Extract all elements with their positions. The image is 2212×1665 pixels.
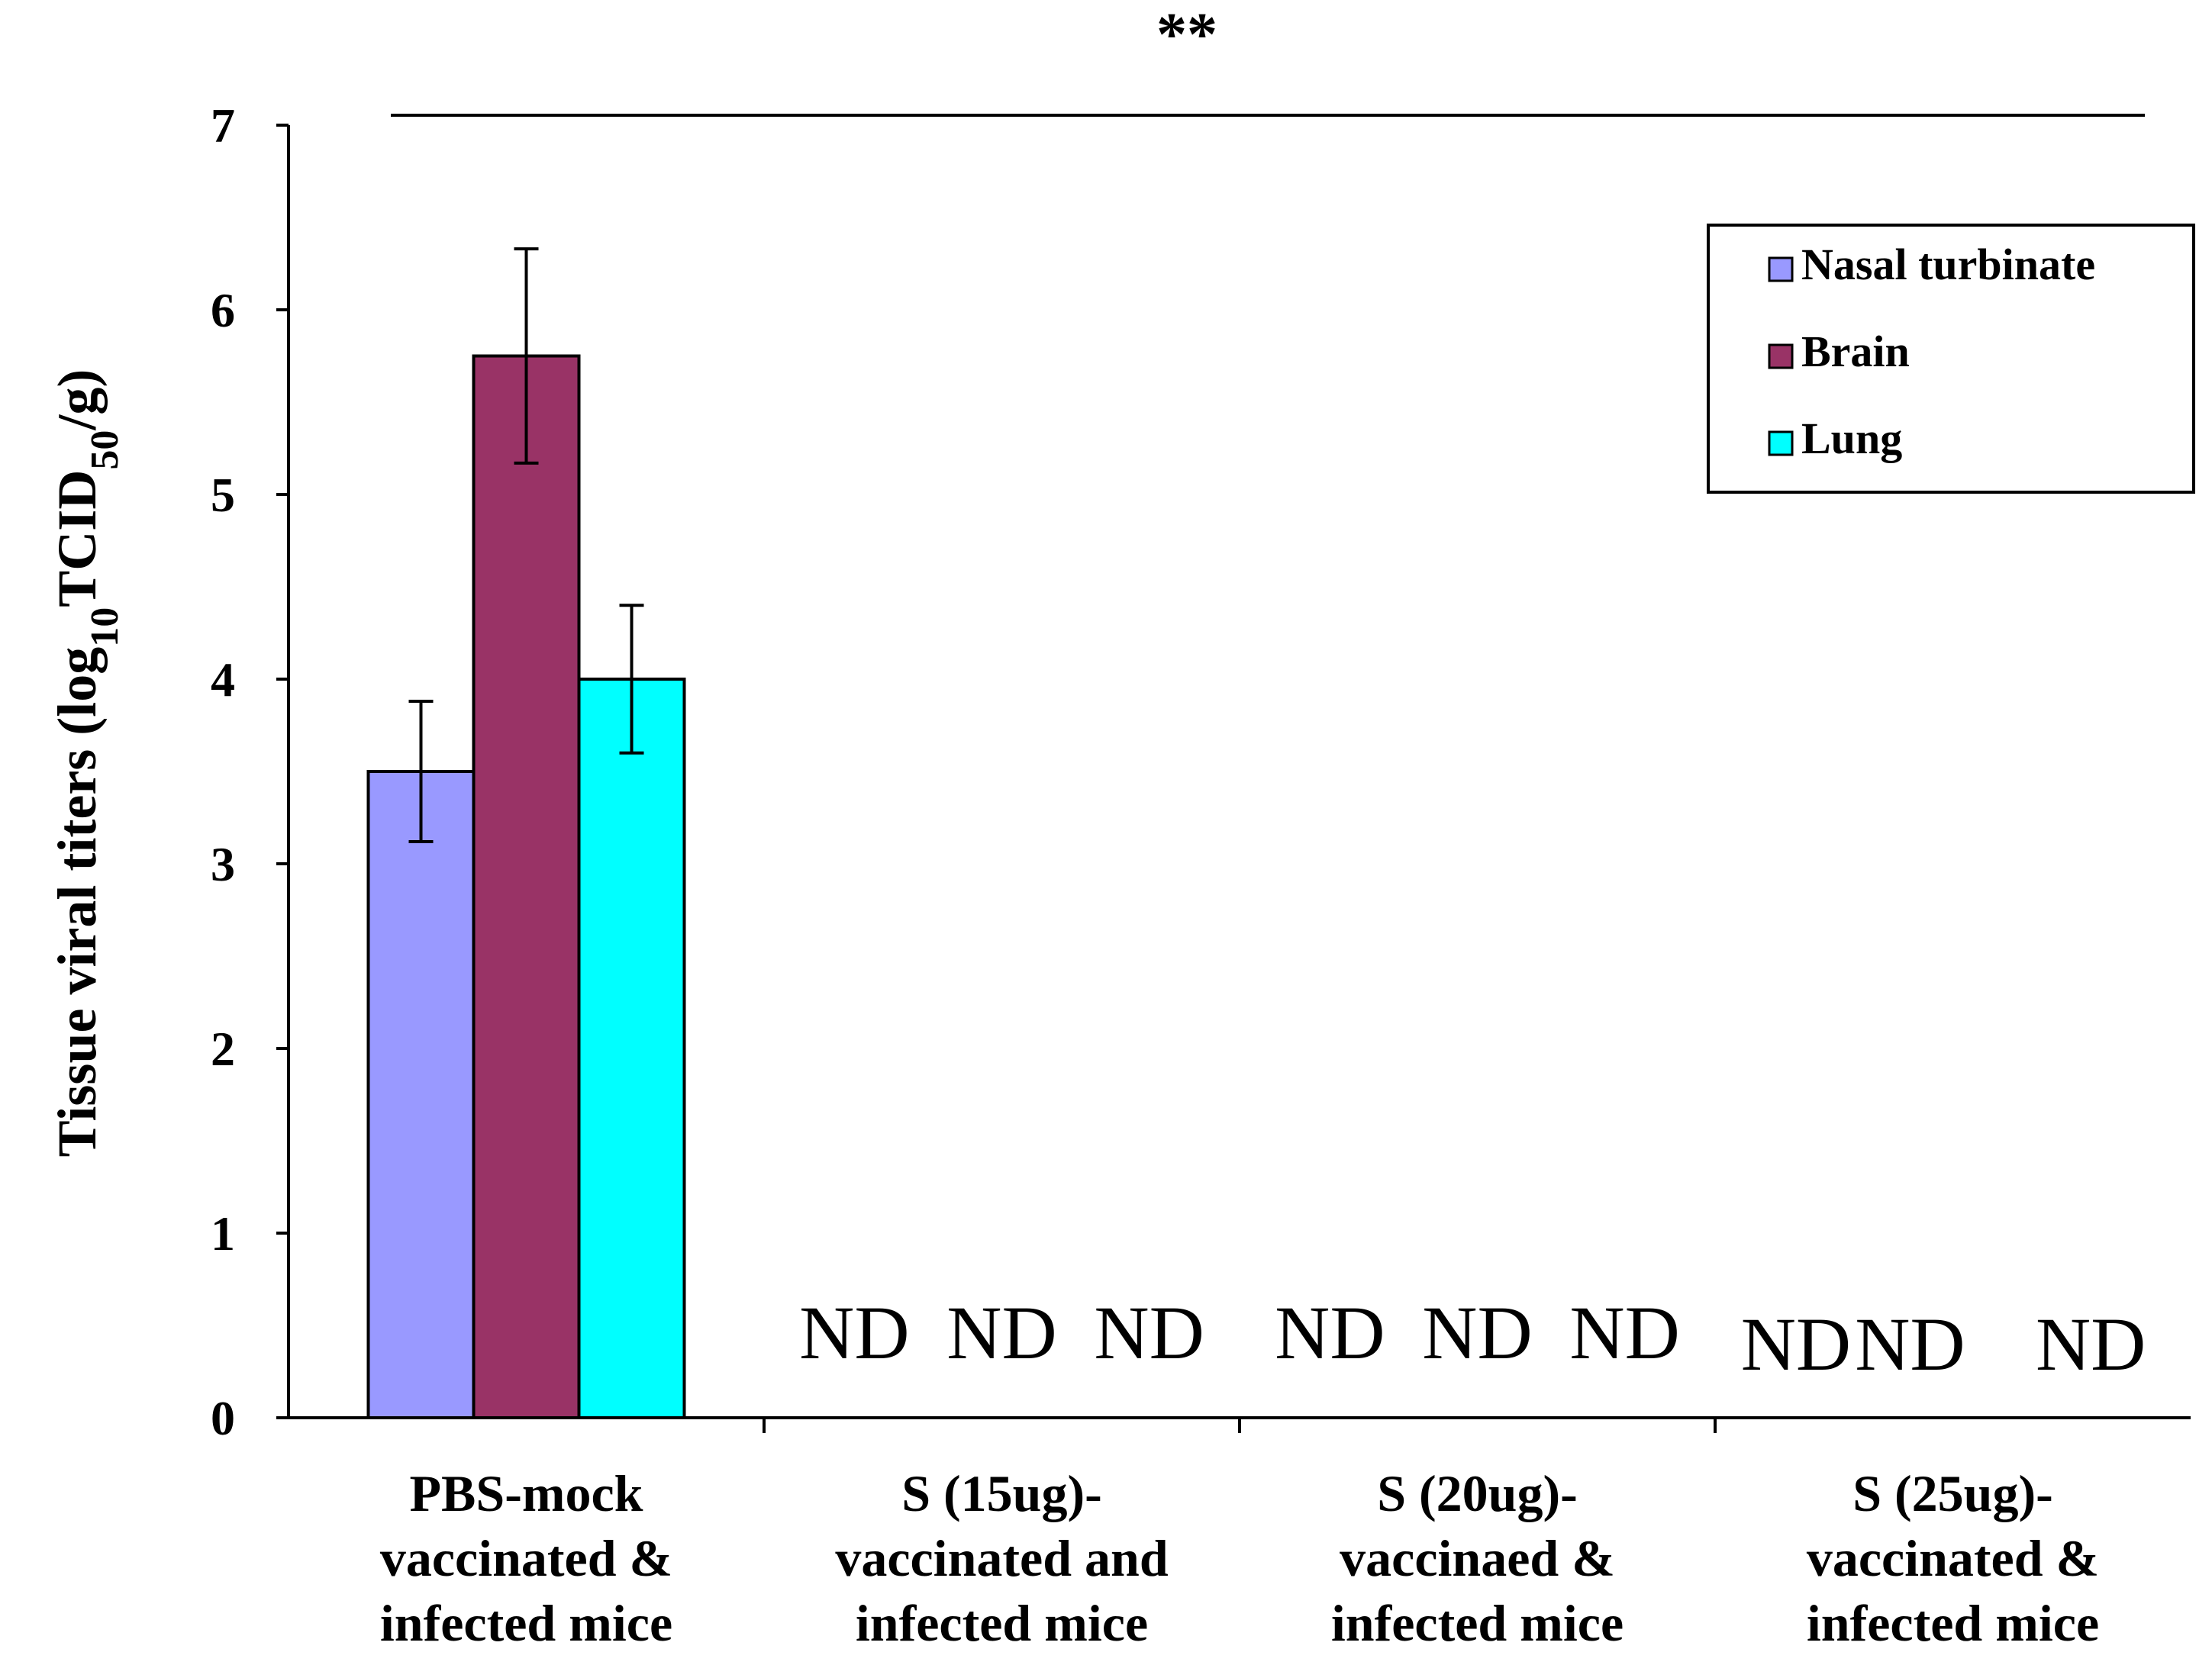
category-label: S (25ug)-: [1852, 1464, 2053, 1522]
y-tick-label: 2: [211, 1022, 235, 1076]
y-tick-label: 3: [211, 837, 235, 891]
category-label: vaccinated &: [380, 1529, 672, 1587]
category-label: vaccinaed &: [1340, 1529, 1615, 1587]
category-label: infected mice: [380, 1594, 672, 1652]
legend-label: Brain: [1801, 327, 1910, 376]
significance-label: **: [1156, 2, 1217, 69]
nd-label: ND: [2036, 1302, 2146, 1386]
y-tick-label: 1: [211, 1206, 235, 1261]
nd-label: ND: [1741, 1302, 1851, 1386]
bar: [366, 770, 476, 1419]
y-tick-label: 5: [211, 468, 235, 522]
legend-label: Nasal turbinate: [1801, 240, 2095, 289]
category-label: infected mice: [1807, 1594, 2099, 1652]
category-label: vaccinated and: [835, 1529, 1169, 1587]
category-label: S (20ug)-: [1377, 1464, 1578, 1522]
legend-swatch: [1768, 430, 1794, 456]
category-labels: PBS-mock vaccinated & infected mice S (15ug…: [380, 1464, 2099, 1652]
y-axis-label: Tissue viral titers (log10TCID50/g): [47, 369, 127, 1158]
nd-label: ND: [799, 1290, 909, 1375]
nd-label: ND: [1855, 1302, 1965, 1386]
category-label: vaccinated &: [1807, 1529, 2099, 1587]
category-label: S (15ug)-: [901, 1464, 1102, 1522]
legend-swatch: [1768, 343, 1794, 369]
legend: Nasal turbinate Brain Lung: [1707, 224, 2195, 494]
nd-labels: ND ND ND ND ND ND ND ND ND: [799, 1290, 2146, 1386]
category-label: infected mice: [856, 1594, 1148, 1652]
bar: [472, 354, 581, 1419]
category-label: infected mice: [1331, 1594, 1624, 1652]
bar: [577, 678, 686, 1419]
bars: [366, 247, 686, 1419]
nd-label: ND: [1569, 1290, 1679, 1375]
category-label: PBS-mock: [410, 1464, 643, 1522]
nd-label: ND: [1422, 1290, 1532, 1375]
nd-label: ND: [946, 1290, 1056, 1375]
nd-label: ND: [1094, 1290, 1204, 1375]
nd-label: ND: [1275, 1290, 1385, 1375]
y-tick-label: 6: [211, 283, 235, 337]
y-tick-label: 0: [211, 1391, 235, 1445]
y-tick-label: 4: [211, 652, 235, 707]
legend-label: Lung: [1801, 414, 1902, 463]
y-tick-label: 7: [211, 98, 235, 153]
legend-swatch: [1768, 256, 1794, 282]
